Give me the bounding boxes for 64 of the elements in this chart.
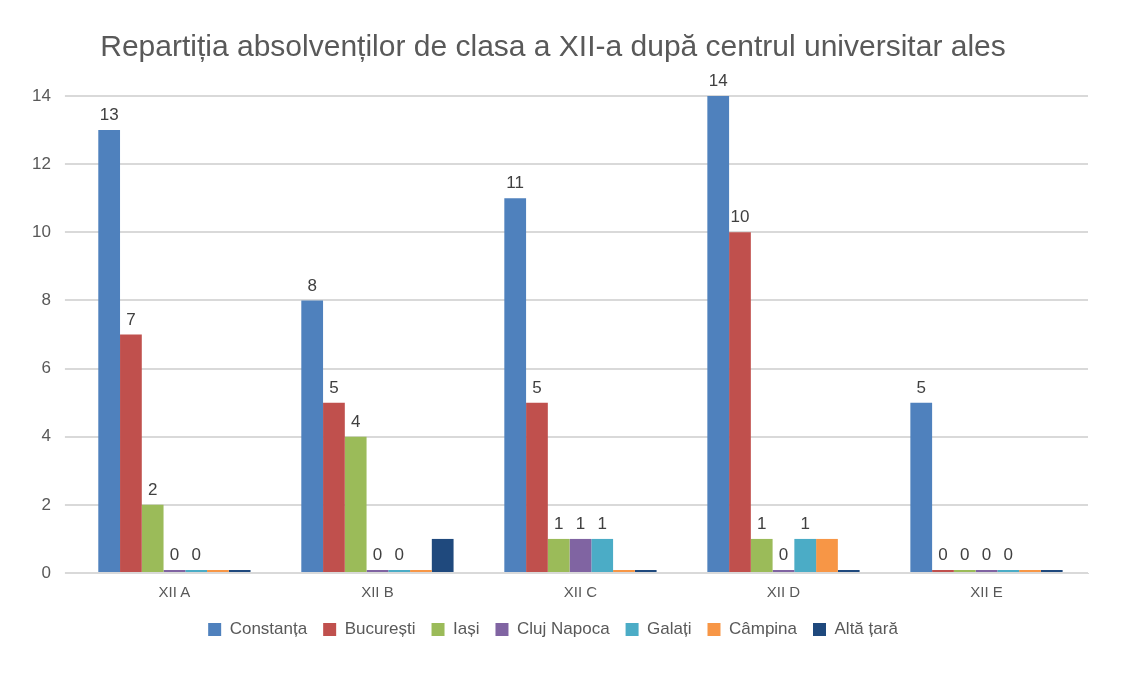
bar [141,504,164,572]
bar [591,538,614,572]
x-tick-label: XII D [766,583,801,601]
legend-label: Galați [647,619,692,639]
data-label: 0 [1003,545,1013,565]
bar [547,538,570,572]
x-tick-label: XII E [970,583,1003,601]
y-tick-label: 2 [41,494,51,514]
bar [98,130,121,572]
bar [431,538,454,572]
y-tick-label: 10 [31,221,51,241]
data-label: 0 [981,545,992,565]
data-label: 8 [307,275,317,295]
data-label: 7 [126,309,136,329]
data-label: 0 [191,545,201,565]
data-label: 5 [532,377,542,397]
data-label: 13 [99,105,119,125]
data-label: 4 [350,411,361,431]
bar [910,402,933,572]
legend-label: Cluj Napoca [516,619,611,639]
chart-title: Repartiția absolvenților de clasa a XII-a după centrul universitar ales [100,29,1006,63]
data-label: 0 [960,545,970,565]
data-label: 11 [506,173,525,193]
data-label: 1 [756,514,767,534]
legend-label: Câmpina [728,619,798,639]
y-tick-label: 0 [41,562,51,582]
y-tick-label: 8 [41,290,51,310]
bar [750,538,773,572]
data-label: 1 [597,514,607,534]
y-tick-label: 14 [31,85,51,105]
legend-label: București [344,619,416,639]
data-label: 1 [800,514,810,534]
legend-label: Iași [453,619,480,639]
bar [816,538,838,572]
y-tick-label: 6 [41,358,51,378]
bar [569,538,592,572]
data-label: 14 [708,71,728,91]
data-label: 1 [575,514,586,534]
bar [729,232,751,572]
x-tick-label: XII A [158,583,191,601]
bar [301,300,324,572]
bar [707,96,730,572]
bar [504,198,527,572]
data-label: 1 [553,514,564,534]
data-label: 5 [329,377,339,397]
x-tick-label: XII C [563,583,598,601]
data-label: 0 [372,545,383,565]
bar [120,334,142,572]
data-label: 0 [394,545,404,565]
bar [344,436,367,572]
data-label: 0 [778,545,789,565]
bar [323,402,345,572]
data-label: 5 [916,377,926,397]
data-label: 0 [938,545,948,565]
y-tick-label: 12 [31,153,51,173]
legend-label: Altă țară [834,619,899,639]
data-label: 2 [147,480,158,500]
legend-label: Constanța [229,619,308,639]
y-tick-label: 4 [41,426,51,446]
data-label: 10 [730,207,750,227]
data-label: 0 [169,545,180,565]
bar [526,402,548,572]
x-tick-label: XII B [361,583,394,601]
bar [794,538,817,572]
